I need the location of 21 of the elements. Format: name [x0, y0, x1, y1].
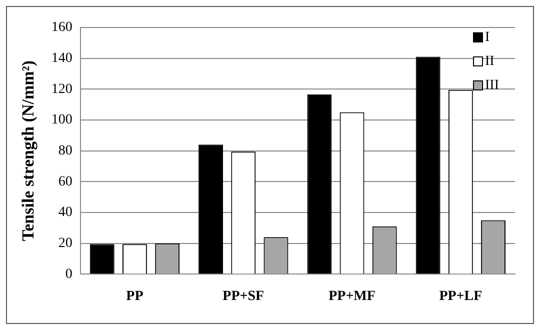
bar — [307, 94, 332, 274]
bar — [90, 244, 114, 274]
x-tick-label: PP — [126, 289, 144, 304]
x-tick-label: PP+LF — [439, 289, 482, 304]
legend-label: II — [485, 54, 495, 70]
legend-label: III — [485, 78, 500, 94]
bar — [198, 144, 224, 274]
bar — [416, 56, 440, 274]
x-tick-label: PP+SF — [222, 289, 264, 304]
y-tick-label: 120 — [51, 82, 72, 97]
y-tick-label: 80 — [58, 143, 72, 158]
y-axis-title: Tensile strength (N/mm²) — [18, 60, 38, 242]
x-tick-label: PP+MF — [328, 289, 376, 304]
y-tick-label: 100 — [51, 112, 72, 128]
y-tick-label: 40 — [58, 205, 72, 220]
y-tick-label: 20 — [58, 236, 72, 252]
y-tick-label: 140 — [51, 50, 72, 66]
y-tick-label: 0 — [65, 266, 72, 282]
y-tick-label: 160 — [51, 20, 72, 36]
y-tick-label: 60 — [58, 174, 72, 190]
legend-label: I — [485, 30, 490, 46]
